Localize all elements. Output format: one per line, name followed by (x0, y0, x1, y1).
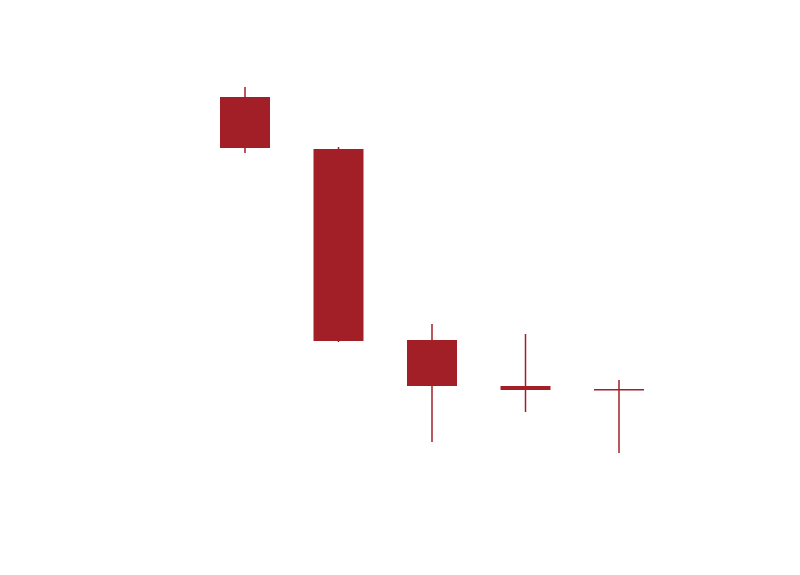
candle-body (313, 149, 364, 341)
candle (220, 87, 270, 153)
candle-body (594, 389, 644, 391)
candles-layer (220, 87, 644, 453)
candle (313, 147, 364, 342)
candle (594, 380, 644, 453)
candle-body (220, 97, 270, 148)
candle-body (500, 386, 551, 390)
candle-body (407, 340, 457, 386)
candle (407, 324, 457, 442)
candle (500, 334, 551, 412)
